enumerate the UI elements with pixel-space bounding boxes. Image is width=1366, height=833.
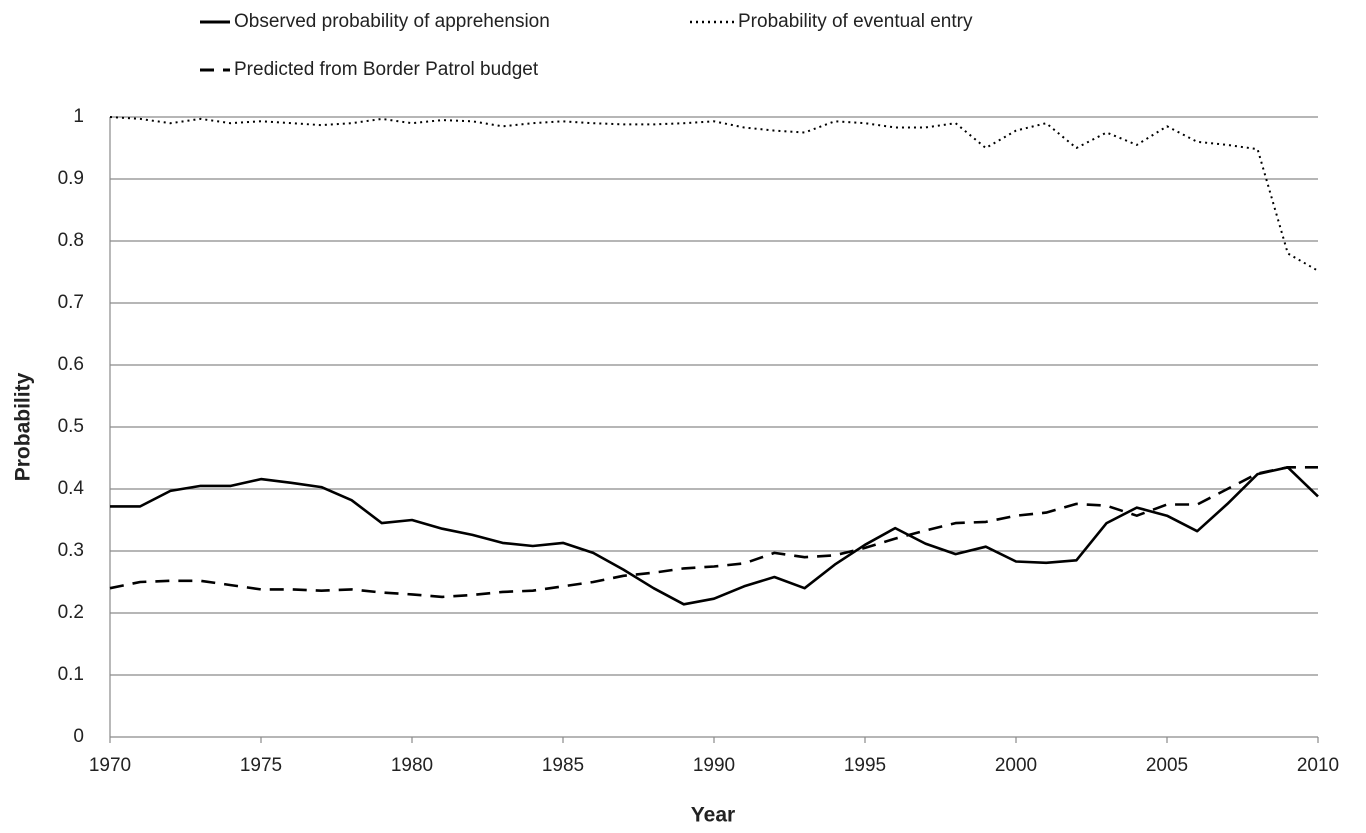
- x-tick-label: 1990: [693, 755, 735, 776]
- y-tick-label: 0: [73, 726, 84, 747]
- data-line: [109, 466, 1318, 599]
- y-tick-label: 0.4: [58, 478, 85, 499]
- y-tick-label: 0.6: [58, 354, 84, 375]
- y-tick-label: 0.2: [58, 602, 84, 623]
- y-tick-label: 0.7: [58, 292, 84, 313]
- x-tick-label: 2005: [1146, 755, 1188, 776]
- x-tick-label: 1985: [542, 755, 584, 776]
- data-line: [110, 466, 1319, 606]
- legend-label: Predicted from Border Patrol budget: [234, 59, 539, 80]
- data-line: [109, 116, 1319, 272]
- x-tick-label: 1995: [844, 755, 886, 776]
- y-tick-label: 0.9: [58, 168, 84, 189]
- legend-label: Probability of eventual entry: [738, 11, 973, 32]
- x-tick-label: 1980: [391, 755, 433, 776]
- x-tick-label: 2010: [1297, 755, 1339, 776]
- x-axis-label: Year: [691, 804, 735, 827]
- x-tick-label: 1970: [89, 755, 131, 776]
- legend-label: Observed probability of apprehension: [234, 11, 550, 32]
- y-tick-label: 1: [73, 106, 84, 127]
- y-tick-label: 0.3: [58, 540, 84, 561]
- x-tick-label: 1975: [240, 755, 282, 776]
- y-tick-label: 0.8: [58, 230, 84, 251]
- y-axis-label: Probability: [12, 372, 35, 481]
- x-tick-label: 2000: [995, 755, 1037, 776]
- y-tick-label: 0.5: [58, 416, 84, 437]
- y-tick-label: 0.1: [58, 664, 84, 685]
